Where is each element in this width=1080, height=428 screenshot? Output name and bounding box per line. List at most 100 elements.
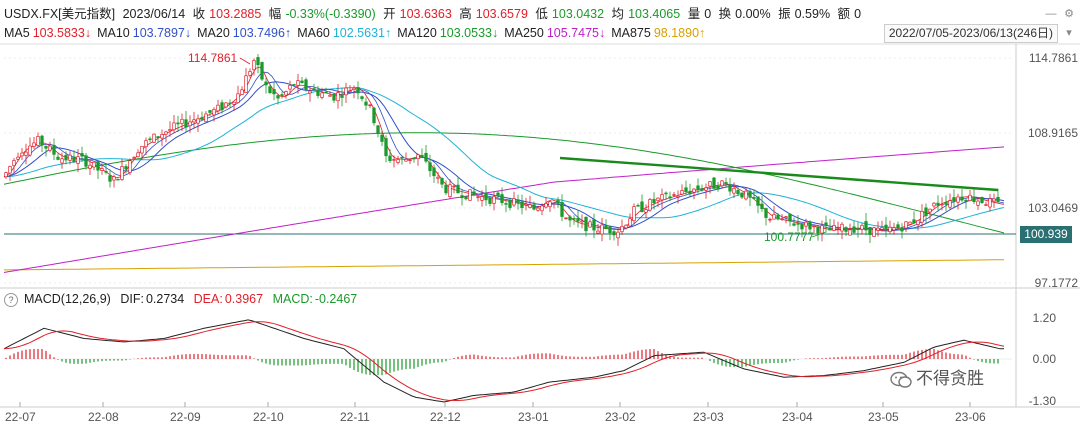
candle-body	[972, 196, 976, 202]
minimize-icon[interactable]: —	[1045, 8, 1057, 20]
candle-body	[480, 196, 484, 201]
candle-body	[804, 221, 808, 227]
candle-body	[204, 113, 208, 123]
candle-body	[412, 157, 416, 160]
candle-body	[540, 205, 544, 212]
change-value: -0.33%(-0.3390)	[285, 7, 376, 21]
candle-body	[824, 222, 828, 227]
candle-body	[976, 200, 980, 206]
candle-body	[304, 79, 308, 90]
high-price-annotation: 114.7861	[188, 51, 238, 65]
close-label: 收	[192, 7, 206, 21]
candle-body	[780, 218, 784, 220]
candle-body	[768, 218, 772, 221]
candle-body	[516, 199, 520, 203]
quote-bar: USDX.FX[美元指数] 2023/06/14 收 103.2885 幅 -0.3…	[4, 5, 865, 23]
candle-body	[324, 91, 328, 94]
candle-body	[928, 208, 932, 213]
dea-value: 0.3967	[224, 292, 264, 306]
candle-body	[628, 218, 632, 227]
candle-body	[992, 198, 996, 202]
candle-body	[148, 138, 152, 141]
ma-label-ma120[interactable]: MA120	[397, 26, 437, 40]
candle-body	[448, 184, 452, 198]
price-tick-3: 103.0469	[1027, 201, 1078, 215]
candle-body	[388, 155, 392, 162]
ma-label-ma875[interactable]: MA875	[611, 26, 651, 40]
candle-body	[788, 213, 792, 222]
dropdown-icon[interactable]: ▾	[1066, 27, 1072, 39]
candle-body	[496, 192, 500, 197]
candle-body	[868, 227, 872, 235]
price-tick-2: 108.9165	[1027, 126, 1078, 140]
candle-body	[844, 227, 848, 232]
time-tick-22-07: 22-07	[5, 410, 36, 424]
ma-label-ma10[interactable]: MA10	[97, 26, 130, 40]
candle-body	[956, 196, 960, 203]
candle-body	[196, 118, 200, 124]
candle-body	[284, 91, 288, 96]
candle-body	[648, 199, 652, 211]
candle-body	[108, 175, 112, 182]
candle-body	[748, 190, 752, 198]
candle-body	[492, 196, 496, 204]
candle-body	[716, 185, 720, 190]
candle-body	[428, 162, 432, 172]
candle-body	[224, 102, 228, 108]
candle-body	[100, 168, 104, 171]
candle-body	[356, 87, 360, 94]
candle-body	[636, 205, 640, 207]
amount-value: 0	[854, 7, 862, 21]
candle-body	[432, 167, 436, 177]
candle-body	[240, 89, 244, 95]
candle-body	[564, 217, 568, 220]
change-label: 幅	[268, 7, 282, 21]
time-tick-22-09: 22-09	[170, 410, 201, 424]
watermark-text: 不得贪胜	[916, 369, 984, 388]
candle-body	[876, 227, 880, 231]
candle-body	[744, 190, 748, 200]
price-tick-bottom: 97.1772	[1034, 276, 1078, 290]
candle-body	[132, 157, 136, 159]
candle-body	[608, 226, 612, 234]
price-tick-top: 114.7861	[1028, 51, 1078, 65]
date-range-selector[interactable]: 2022/07/05-2023/06/13(246日)	[883, 24, 1058, 43]
time-tick-22-08: 22-08	[88, 410, 119, 424]
candle-body	[740, 192, 744, 198]
help-icon[interactable]: ?	[4, 293, 18, 307]
candle-body	[872, 227, 876, 237]
candle-body	[632, 206, 636, 222]
candle-body	[688, 190, 692, 195]
ma-label-ma5[interactable]: MA5	[4, 26, 30, 40]
candle-body	[680, 190, 684, 195]
macd-title[interactable]: MACD(12,26,9)	[24, 292, 111, 306]
settings-gear-icon[interactable]: ⚙	[1064, 8, 1074, 20]
candle-body	[924, 207, 928, 217]
candle-body	[392, 159, 396, 161]
ma-label-ma250[interactable]: MA250	[504, 26, 544, 40]
candle-body	[796, 223, 800, 225]
ma-label-ma60[interactable]: MA60	[297, 26, 330, 40]
low-price-annotation: 100.7777	[764, 230, 815, 244]
candle-body	[736, 190, 740, 195]
candle-body	[252, 60, 256, 71]
candle-body	[864, 221, 868, 231]
candle-body	[604, 224, 608, 229]
candle-body	[384, 138, 388, 157]
candle-body	[236, 93, 240, 103]
candle-body	[368, 104, 372, 107]
time-tick-23-01: 23-01	[518, 410, 549, 424]
candle-body	[380, 134, 384, 142]
symbol-name[interactable]: USDX.FX[美元指数]	[4, 7, 116, 21]
candle-body	[36, 136, 40, 146]
ma-label-ma20[interactable]: MA20	[197, 26, 230, 40]
candle-body	[336, 92, 340, 102]
macd-tick-top: 1.20	[1032, 311, 1056, 325]
candle-body	[528, 204, 532, 208]
candle-body	[308, 90, 312, 94]
time-tick-23-06: 23-06	[955, 410, 986, 424]
candle-body	[980, 197, 984, 203]
candle-body	[600, 224, 604, 235]
candle-body	[812, 225, 816, 228]
